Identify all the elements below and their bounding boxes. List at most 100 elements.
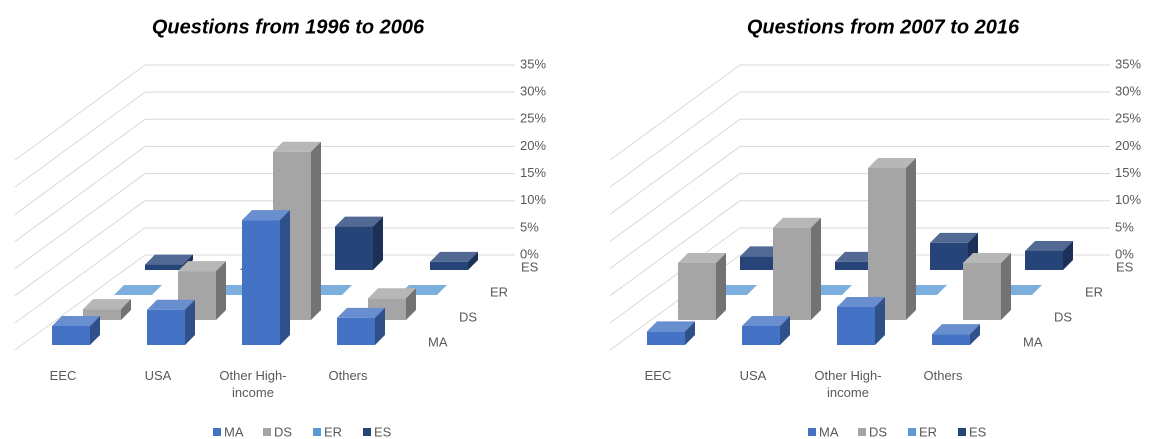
bar-front: [837, 307, 875, 345]
bar: [83, 299, 131, 320]
bar-top: [742, 316, 790, 326]
x-tick-label: EEC: [644, 368, 672, 383]
bar-front: [932, 334, 970, 345]
chart-title: Questions from 1996 to 2006: [152, 16, 425, 38]
legend-label: MA: [224, 424, 244, 439]
bar: [242, 210, 290, 345]
grid-line-side: [609, 200, 741, 297]
bar-top: [242, 210, 290, 221]
grid-line-side: [609, 227, 741, 324]
bar: [773, 217, 821, 320]
bar-top: [83, 299, 131, 310]
y-tick-label: 10%: [520, 192, 546, 207]
bar-front: [868, 168, 906, 320]
y-tick-label: 0%: [1115, 246, 1134, 261]
bar: [430, 251, 478, 270]
grid-line-side: [14, 146, 146, 242]
bar: [1025, 241, 1073, 270]
x-tick-label: Others: [328, 368, 368, 383]
bar-top: [178, 261, 226, 272]
legend-label: ES: [374, 424, 392, 439]
bar-top: [773, 217, 821, 228]
bar-top: [963, 253, 1011, 263]
grid-line-side: [14, 227, 146, 324]
legend-label: ER: [324, 424, 342, 439]
grid-line-side: [14, 64, 146, 161]
bar-side: [216, 261, 226, 320]
chart-title: Questions from 2007 to 2016: [747, 16, 1020, 38]
grid-line-side: [14, 91, 146, 188]
grid-line-side: [609, 91, 741, 188]
y-tick-label: 30%: [1115, 84, 1141, 99]
y-tick-label: 35%: [520, 56, 546, 71]
y-tick-label: 15%: [520, 165, 546, 180]
bar: [52, 316, 100, 345]
legend-label: ER: [919, 424, 937, 439]
legend-swatch: [958, 428, 966, 436]
bar-side: [468, 251, 478, 270]
bar-front: [740, 256, 778, 270]
legend-label: DS: [869, 424, 887, 439]
bar-top: [678, 253, 726, 263]
bar-front: [930, 242, 968, 270]
bar-front: [337, 317, 375, 345]
legend-swatch: [213, 428, 221, 436]
bar-front: [335, 226, 373, 270]
bar-side: [1063, 241, 1073, 270]
bar-top: [647, 321, 695, 332]
bar-side: [375, 307, 385, 345]
bar-top: [335, 216, 383, 227]
legend-label: ES: [969, 424, 987, 439]
depth-label: ER: [490, 284, 508, 299]
bar-side: [780, 316, 790, 345]
legend-swatch: [808, 428, 816, 436]
bar-side: [373, 216, 383, 270]
y-tick-label: 25%: [520, 111, 546, 126]
y-tick-label: 5%: [520, 219, 539, 234]
grid-line-side: [14, 173, 146, 269]
bar-side: [280, 210, 290, 345]
bar-top: [337, 307, 385, 318]
bar-top: [837, 297, 885, 307]
bar: [178, 261, 226, 320]
bar: [963, 253, 1011, 320]
bar-front: [647, 331, 685, 345]
bar-front: [52, 326, 90, 345]
y-tick-label: 30%: [520, 84, 546, 99]
bar-side: [906, 158, 916, 320]
bar: [930, 232, 978, 270]
depth-label: DS: [1054, 309, 1072, 324]
bar-top: [145, 254, 193, 265]
bar-top: [868, 158, 916, 168]
x-tick-label: EEC: [49, 368, 77, 383]
bar: [742, 316, 790, 345]
bar-front: [147, 309, 185, 345]
y-tick-label: 0%: [520, 246, 539, 261]
bar-front: [742, 326, 780, 345]
bar: [647, 321, 695, 345]
legend-swatch: [363, 428, 371, 436]
bar-top: [930, 232, 978, 243]
bar: [337, 307, 385, 345]
x-tick-label: Other High-income: [814, 368, 882, 400]
bar-side: [970, 324, 980, 345]
y-tick-label: 5%: [1115, 219, 1134, 234]
y-tick-label: 35%: [1115, 56, 1141, 71]
bar: [868, 158, 916, 320]
depth-label: ES: [1116, 259, 1134, 274]
x-tick-label: USA: [144, 368, 172, 383]
y-tick-label: 20%: [1115, 138, 1141, 153]
bar-front: [773, 227, 811, 320]
y-tick-label: 20%: [520, 138, 546, 153]
bar-top: [273, 141, 321, 152]
grid-line-side: [14, 254, 146, 351]
bar-top: [932, 324, 980, 335]
bar-side: [1001, 253, 1011, 320]
legend-swatch: [908, 428, 916, 436]
grid-line-side: [609, 64, 741, 161]
grid-line-side: [14, 200, 146, 297]
grid-line-side: [609, 173, 741, 269]
x-tick-label: Other High-income: [219, 368, 287, 400]
